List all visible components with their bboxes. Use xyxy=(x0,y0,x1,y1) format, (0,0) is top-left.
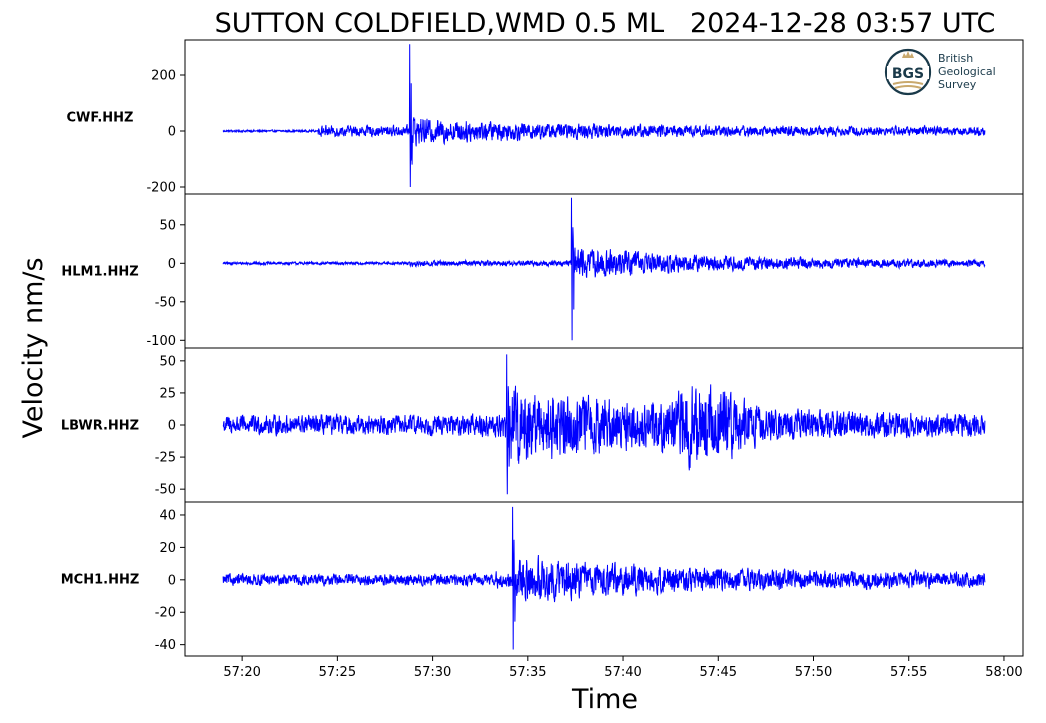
x-tick-label: 57:30 xyxy=(414,665,451,680)
bgs-logo-crown-icon xyxy=(902,51,914,58)
x-tick-label: 57:35 xyxy=(509,665,546,680)
x-axis-ticks: 57:20 57:25 57:30 57:35 57:40 57:45 57:50 57:55… xyxy=(223,656,1023,680)
station-label: LBWR.HHZ xyxy=(61,419,139,434)
bgs-logo-text-line-1: British xyxy=(938,52,973,65)
x-axis-title: Time xyxy=(571,684,638,715)
waveform-mch1-hhz xyxy=(222,506,986,650)
panel-frame xyxy=(184,501,1024,657)
panel-lbwr-hhz: -50 -25 0 25 50 LBWR.HHZ xyxy=(61,347,1024,503)
y-tick-label: -100 xyxy=(146,334,176,349)
y-tick-label: 50 xyxy=(159,354,176,369)
y-tick-label: -200 xyxy=(146,181,176,196)
bgs-logo-letters: BGS xyxy=(892,66,924,82)
y-tick-label: -25 xyxy=(155,451,176,466)
chart-title: SUTTON COLDFIELD,WMD 0.5 ML 2024-12-28 0… xyxy=(215,8,996,39)
y-tick-label: -50 xyxy=(155,483,176,498)
panels-group: -2000200CWF.HHZ-100-50050HLM1.HHZ-50-250… xyxy=(61,39,1024,657)
y-tick-label: 50 xyxy=(159,218,176,233)
y-tick-label: -40 xyxy=(155,638,176,653)
station-label: MCH1.HHZ xyxy=(61,573,140,588)
station-label: CWF.HHZ xyxy=(67,111,134,126)
x-tick-label: 57:25 xyxy=(319,665,356,680)
waveform-lbwr-hhz xyxy=(222,354,986,495)
x-tick-label: 57:20 xyxy=(223,665,260,680)
bgs-logo-strata-icon xyxy=(892,81,924,89)
y-tick-label: -50 xyxy=(155,295,176,310)
y-tick-label: 0 xyxy=(168,419,176,434)
bgs-logo-band xyxy=(887,66,929,79)
panel-cwf-hhz: -200 0 200 CWF.HHZ xyxy=(67,39,1024,196)
y-tick-label: 40 xyxy=(159,508,176,523)
y-tick-label: -20 xyxy=(155,606,176,621)
x-tick-label: 57:45 xyxy=(700,665,737,680)
x-tick-label: 57:40 xyxy=(604,665,641,680)
x-tick-label: 58:00 xyxy=(985,665,1022,680)
bgs-logo-text-line-3: Survey xyxy=(938,78,977,91)
x-tick-label: 57:50 xyxy=(795,665,832,680)
y-tick-label: 0 xyxy=(168,125,176,140)
y-tick-label: 200 xyxy=(151,69,176,84)
waveform-hlm1-hhz xyxy=(222,197,986,341)
panel-mch1-hhz: -40 -20 0 20 40 MCH1.HHZ xyxy=(61,501,1024,657)
y-tick-label: 20 xyxy=(159,541,176,556)
bgs-logo: BGS British Geological Survey xyxy=(884,48,996,96)
bgs-logo-text-line-2: Geological xyxy=(938,65,996,78)
waveform-cwf-hhz xyxy=(222,44,986,188)
station-label: HLM1.HHZ xyxy=(61,265,138,280)
y-tick-label: 0 xyxy=(168,573,176,588)
panel-hlm1-hhz: -100 -50 0 50 HLM1.HHZ xyxy=(61,193,1024,349)
y-tick-label: 0 xyxy=(168,257,176,272)
y-tick-label: 25 xyxy=(159,386,176,401)
x-tick-label: 57:55 xyxy=(890,665,927,680)
y-axis-title: Velocity nm/s xyxy=(18,257,49,438)
